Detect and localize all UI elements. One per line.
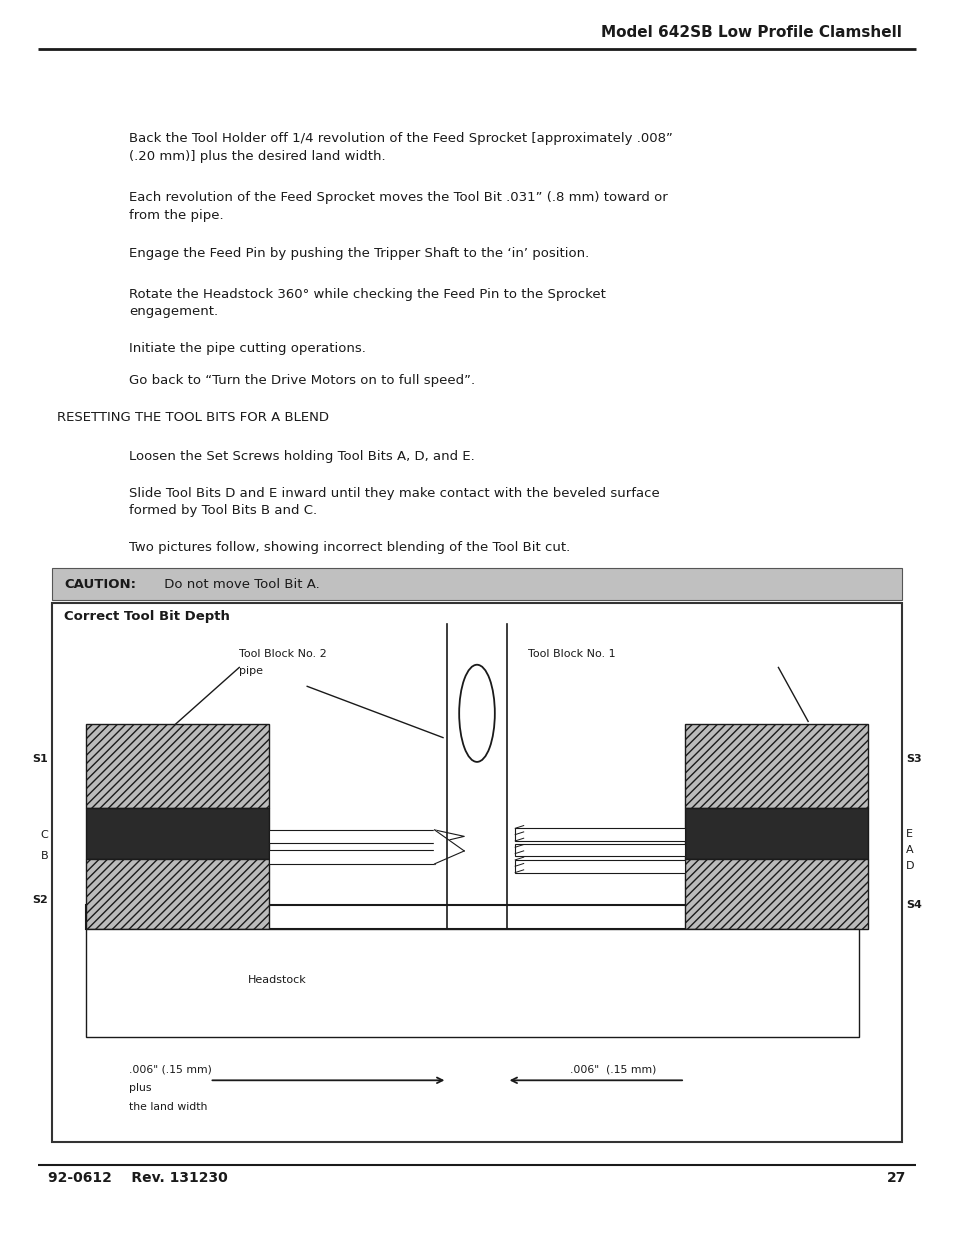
Text: Model 642SB Low Profile Clamshell: Model 642SB Low Profile Clamshell	[600, 25, 901, 40]
Text: Back the Tool Holder off 1/4 revolution of the Feed Sprocket [approximately .008: Back the Tool Holder off 1/4 revolution …	[129, 132, 672, 163]
Text: Rotate the Headstock 360° while checking the Feed Pin to the Sprocket
engagement: Rotate the Headstock 360° while checking…	[129, 288, 605, 319]
Text: Each revolution of the Feed Sprocket moves the Tool Bit .031” (.8 mm) toward or
: Each revolution of the Feed Sprocket mov…	[129, 191, 667, 222]
Bar	[52, 603, 901, 1142]
Bar	[269, 851, 435, 864]
Bar	[87, 860, 269, 929]
Bar	[87, 724, 269, 808]
Text: RESETTING THE TOOL BITS FOR A BLEND: RESETTING THE TOOL BITS FOR A BLEND	[57, 411, 329, 425]
Text: Go back to “Turn the Drive Motors on to full speed”.: Go back to “Turn the Drive Motors on to …	[129, 374, 475, 388]
Bar	[515, 860, 684, 872]
Bar	[684, 724, 866, 808]
Text: S4: S4	[904, 900, 921, 910]
Ellipse shape	[458, 664, 495, 762]
Text: 27: 27	[886, 1171, 905, 1184]
Text: A: A	[904, 845, 912, 855]
Text: S1: S1	[32, 755, 49, 764]
Text: Correct Tool Bit Depth: Correct Tool Bit Depth	[64, 610, 230, 624]
Text: 92-0612    Rev. 131230: 92-0612 Rev. 131230	[48, 1171, 227, 1184]
Bar	[684, 808, 866, 860]
Text: B: B	[41, 851, 49, 861]
Text: E: E	[904, 829, 912, 839]
Text: the land width: the land width	[129, 1103, 207, 1113]
Bar	[87, 929, 859, 1037]
Text: D: D	[904, 861, 913, 871]
Text: plus: plus	[129, 1083, 152, 1093]
Text: .006"  (.15 mm): .006" (.15 mm)	[569, 1065, 656, 1074]
Bar	[52, 568, 901, 600]
Text: Slide Tool Bits D and E inward until they make contact with the beveled surface
: Slide Tool Bits D and E inward until the…	[129, 487, 659, 517]
Text: Tool Block No. 1: Tool Block No. 1	[527, 650, 615, 659]
Bar	[515, 829, 684, 841]
Text: Do not move Tool Bit A.: Do not move Tool Bit A.	[160, 578, 319, 590]
Text: pipe: pipe	[239, 666, 263, 676]
Text: .006" (.15 mm): .006" (.15 mm)	[129, 1065, 212, 1074]
Text: Headstock: Headstock	[248, 976, 306, 986]
Text: Initiate the pipe cutting operations.: Initiate the pipe cutting operations.	[129, 342, 365, 356]
Polygon shape	[435, 830, 464, 844]
Bar	[269, 830, 435, 844]
Text: Tool Block No. 2: Tool Block No. 2	[239, 650, 327, 659]
Text: Two pictures follow, showing incorrect blending of the Tool Bit cut.: Two pictures follow, showing incorrect b…	[129, 541, 570, 555]
Text: CAUTION:: CAUTION:	[65, 578, 136, 590]
Text: Loosen the Set Screws holding Tool Bits A, D, and E.: Loosen the Set Screws holding Tool Bits …	[129, 450, 474, 463]
Text: S3: S3	[904, 755, 921, 764]
Text: S2: S2	[32, 894, 49, 904]
Text: Engage the Feed Pin by pushing the Tripper Shaft to the ‘in’ position.: Engage the Feed Pin by pushing the Tripp…	[129, 247, 588, 261]
Bar	[684, 860, 866, 929]
Polygon shape	[435, 830, 464, 864]
Bar	[87, 808, 269, 860]
Bar	[515, 844, 684, 856]
Text: C: C	[40, 830, 49, 840]
Bar	[87, 905, 859, 929]
